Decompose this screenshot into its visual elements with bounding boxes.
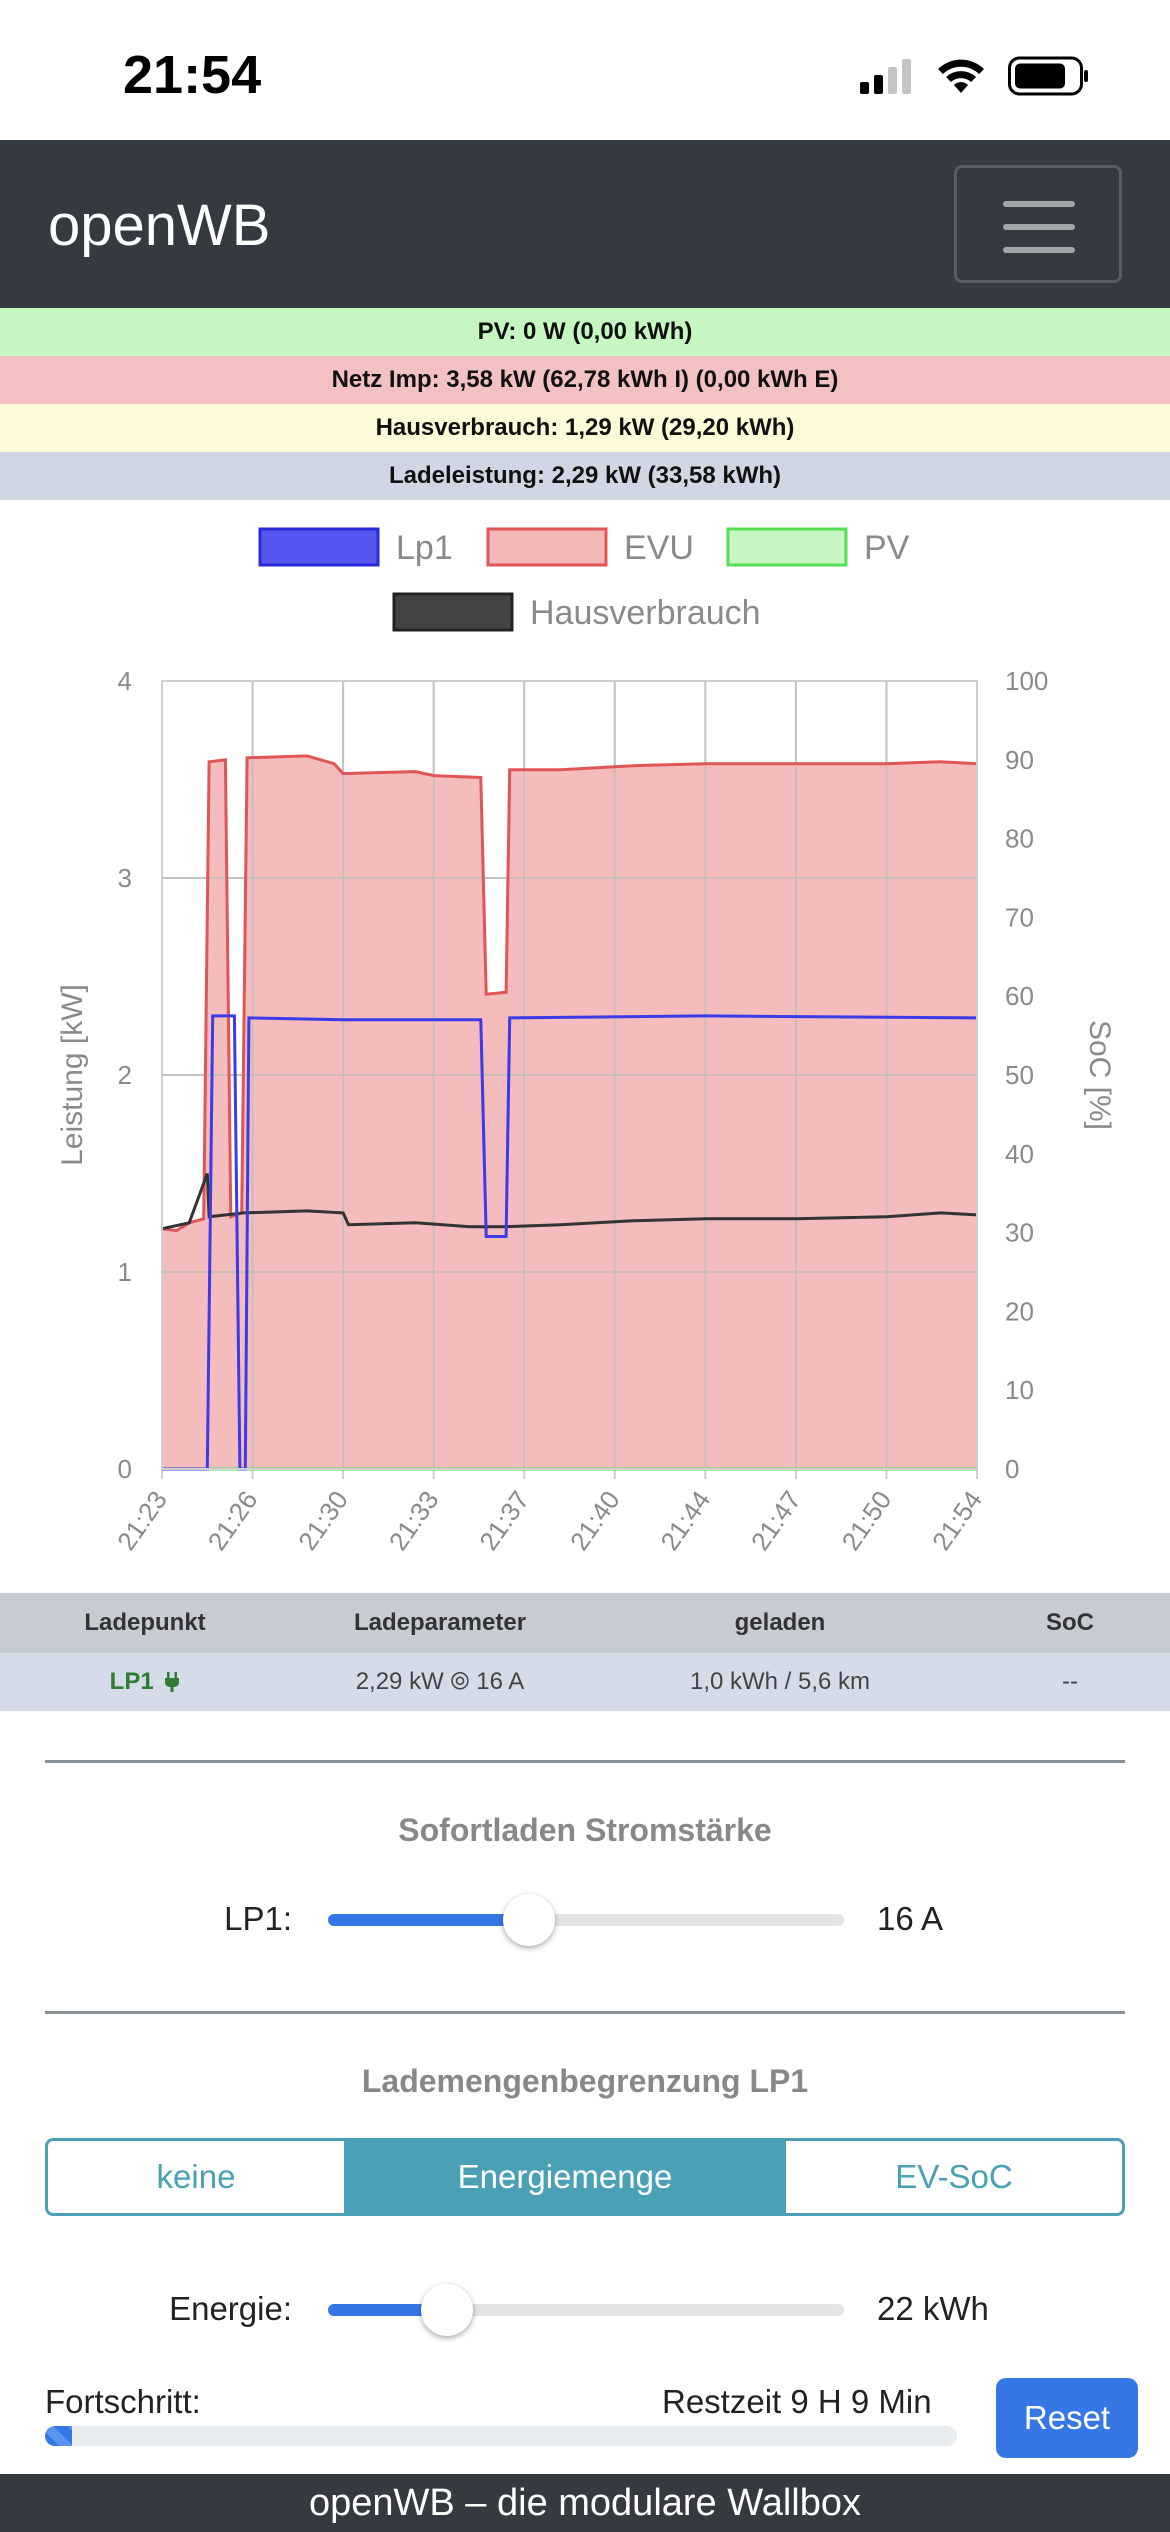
header-geladen: geladen [734,1609,826,1636]
cell-ladepunkt: LP1 [0,1668,290,1696]
header-ladeparameter: Ladeparameter [353,1609,527,1636]
energie-label: Energie: [169,2290,292,2327]
sofortladen-slider-row: LP1: 16 A [0,1890,1170,1950]
x-tick-label: 21:54 [926,1485,988,1556]
x-tick-label: 21:40 [564,1485,626,1556]
header-soc: SoC [1046,1609,1094,1636]
chart-frame [161,680,978,1470]
lp1-slider-label: LP1: [224,1900,292,1937]
y2-tick-label: 80 [1005,824,1034,854]
brand-logo[interactable]: openWB [48,193,271,258]
divider [45,1760,1125,1763]
netz-info: Netz Imp: 3,58 kW (62,78 kWh I) (0,00 kW… [0,356,1170,404]
mode-keine-button[interactable]: keine [156,2158,236,2195]
cell-geladen: 1,0 kWh / 5,6 km [689,1668,871,1695]
lademengen-mode-selector: keine Energiemenge EV-SoC [45,2138,1125,2216]
x-tick-label: 21:50 [835,1485,897,1556]
evu-area [162,755,977,1469]
stromstaerke-value: 16 A [877,1900,944,1937]
power-chart[interactable]: Lp1 EVU PV Hausverbrauch 0 1 2 3 4 0 10 20 30 40 50 60 7… [0,495,1170,1593]
fortschritt-label: Fortschritt: [45,2383,201,2420]
y2-tick-label: 0 [1005,1454,1019,1484]
cellular-signal-icon [860,59,911,94]
progress-fill [45,2426,73,2446]
y-tick-label: 2 [118,1060,132,1090]
y2-axis-label: SoC [%] [1083,1020,1116,1130]
mode-ev-soc-button[interactable]: EV-SoC [895,2158,1013,2195]
y2-tick-label: 100 [1005,666,1048,696]
status-bar: 21:54 [0,0,1170,140]
hausverbrauch-info: Hausverbrauch: 1,29 kW (29,20 kWh) [0,404,1170,452]
legend-swatch-evu [486,527,608,567]
divider [45,2011,1125,2014]
y2-tick-label: 20 [1005,1296,1034,1326]
x-tick-label: 21:30 [292,1485,354,1556]
energie-value: 22 kWh [877,2290,989,2327]
legend-swatch-hausverbrauch [392,592,514,632]
footer: openWB – die modulare Wallbox [0,2474,1170,2532]
legend-label-lp1: Lp1 [396,529,453,567]
restzeit-text: Restzeit 9 H 9 Min [662,2383,932,2420]
lp-name: LP1 [109,1668,154,1695]
y2-tick-label: 30 [1005,1218,1034,1248]
slider-thumb[interactable] [420,2284,473,2336]
table-row[interactable]: LP1 2,29 kW ⦾ 16 A 1,0 kWh / 5,6 km -- [0,1653,1170,1711]
navbar: openWB [0,140,1170,308]
legend-label-evu: EVU [624,529,694,567]
progress-bar [45,2426,957,2446]
header-ladepunkt: Ladepunkt [84,1609,206,1636]
menu-toggle-button[interactable] [954,165,1122,283]
sofortladen-title: Sofortladen Stromstärke [398,1812,772,1848]
lademengen-title: Lademengenbegrenzung LP1 [361,2063,809,2099]
plug-icon [165,1672,180,1692]
y2-tick-label: 90 [1005,745,1034,775]
y2-tick-label: 50 [1005,1060,1034,1090]
x-tick-label: 21:37 [473,1485,535,1556]
legend-swatch-pv [726,527,848,567]
status-time: 21:54 [123,45,262,105]
x-tick-label: 21:44 [654,1485,716,1556]
ladeleistung-info: Ladeleistung: 2,29 kW (33,58 kWh) [0,452,1170,500]
slider-fill [328,2304,447,2316]
y2-tick-label: 60 [1005,981,1034,1011]
wifi-icon [938,59,984,93]
footer-text: openWB – die modulare Wallbox [309,2482,861,2524]
y-tick-label: 0 [118,1454,132,1484]
stromstaerke-slider[interactable] [328,1894,844,1946]
y-tick-label: 1 [118,1257,132,1287]
hamburger-icon [1003,201,1075,207]
legend-label-hausverbrauch: Hausverbrauch [530,594,761,632]
x-tick-label: 21:26 [202,1485,264,1556]
x-tick-label: 21:23 [111,1485,173,1556]
status-icons [858,56,1090,96]
y2-tick-label: 70 [1005,902,1034,932]
ladepunkt-table: Ladepunkt Ladeparameter geladen SoC LP1 … [0,1593,1170,1711]
cell-soc: -- [1062,1668,1078,1695]
battery-icon [1008,56,1088,96]
y2-tick-label: 40 [1005,1139,1034,1169]
y-tick-label: 4 [118,666,132,696]
energie-slider[interactable] [328,2284,844,2336]
y-axis-label: Leistung [kW] [56,984,89,1166]
evu-line [161,754,978,1233]
x-tick-label: 21:47 [745,1485,807,1556]
legend-swatch-lp1 [258,527,380,567]
lp1-line [162,1014,978,1471]
y2-tick-label: 10 [1005,1375,1034,1405]
mode-energiemenge-button[interactable]: Energiemenge [344,2141,786,2213]
slider-thumb[interactable] [503,1894,556,1946]
reset-button[interactable]: Reset [996,2378,1138,2458]
slider-fill [328,1914,530,1926]
hausverbrauch-line [161,1172,978,1231]
cell-ladeparameter: 2,29 kW ⦾ 16 A [355,1668,525,1695]
chart-svg: Lp1 EVU PVHausverbrauch0123401020304050607… [56,527,1116,1556]
legend-label-pv: PV [864,529,910,567]
table-header: Ladepunkt Ladeparameter geladen SoC [0,1593,1170,1653]
x-tick-label: 21:33 [383,1485,445,1556]
energie-slider-row: Energie: 22 kWh [0,2280,1170,2340]
y-tick-label: 3 [118,863,132,893]
pv-info: PV: 0 W (0,00 kWh) [0,308,1170,356]
